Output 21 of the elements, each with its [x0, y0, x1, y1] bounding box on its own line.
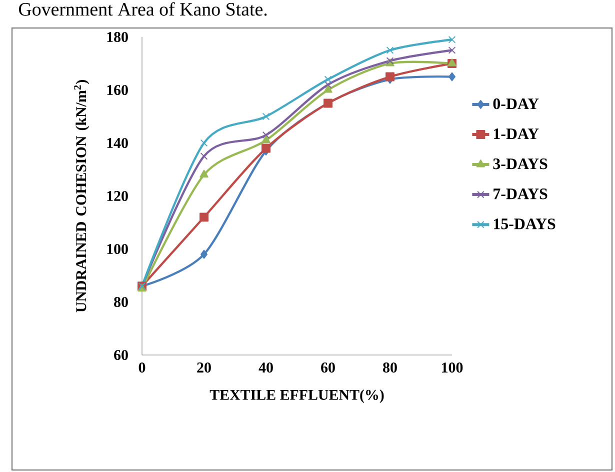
x-tick-label: 20 [197, 362, 211, 373]
x-tick-label: 40 [258, 362, 273, 373]
x-tick-label: 100 [442, 362, 463, 373]
x-tick-label: 80 [383, 362, 397, 373]
legend-label: 3-DAYS [493, 158, 548, 170]
y-tick-label: 100 [107, 244, 128, 254]
y-tick-label: 80 [114, 296, 128, 308]
y-tick-label: 160 [107, 84, 128, 96]
legend-label: 0-DAY [493, 98, 539, 110]
legend-label: 7-DAYS [494, 188, 548, 200]
y-tick-label: 180 [107, 32, 128, 42]
legend-label: 15-DAYS [494, 218, 556, 230]
y-tick-label: 140 [107, 138, 128, 148]
y-tick-label: 120 [107, 190, 128, 202]
legend-label: 1-DAY [494, 128, 539, 140]
y-axis-title: UNDRAINED COHESION (kN/m$^{2}$) [74, 80, 90, 312]
x-tick-label: 0 [138, 362, 146, 373]
y-tick-label: 60 [114, 350, 128, 360]
text: Government Area of Kano State. [18, 2, 267, 16]
x-axis-title: TEXTILE EFFLUENT(%) [210, 389, 384, 403]
x-tick-label: 60 [321, 362, 335, 373]
